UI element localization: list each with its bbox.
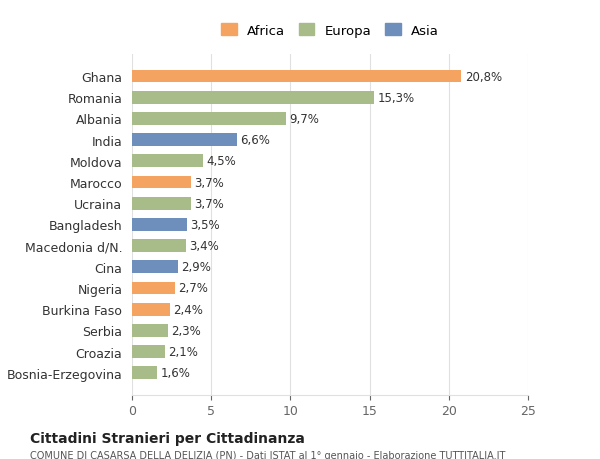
Text: 2,9%: 2,9% — [181, 261, 211, 274]
Text: 2,3%: 2,3% — [172, 324, 202, 337]
Bar — [132, 197, 191, 210]
Text: 3,7%: 3,7% — [194, 176, 224, 189]
Bar — [132, 71, 461, 83]
Text: 2,4%: 2,4% — [173, 303, 203, 316]
Bar — [132, 240, 186, 252]
Bar — [132, 282, 175, 295]
Text: 1,6%: 1,6% — [161, 366, 190, 380]
Text: 20,8%: 20,8% — [464, 70, 502, 84]
Text: 3,5%: 3,5% — [191, 218, 220, 231]
Text: 6,6%: 6,6% — [240, 134, 269, 147]
Text: 15,3%: 15,3% — [377, 91, 415, 105]
Legend: Africa, Europa, Asia: Africa, Europa, Asia — [214, 17, 446, 44]
Text: Cittadini Stranieri per Cittadinanza: Cittadini Stranieri per Cittadinanza — [30, 431, 305, 445]
Bar — [132, 92, 374, 104]
Bar — [132, 346, 165, 358]
Bar — [132, 325, 169, 337]
Bar — [132, 155, 203, 168]
Text: 9,7%: 9,7% — [289, 112, 319, 126]
Text: 3,4%: 3,4% — [189, 240, 219, 252]
Text: 2,7%: 2,7% — [178, 282, 208, 295]
Bar — [132, 134, 236, 147]
Text: 3,7%: 3,7% — [194, 197, 224, 210]
Bar — [132, 261, 178, 274]
Text: COMUNE DI CASARSA DELLA DELIZIA (PN) - Dati ISTAT al 1° gennaio - Elaborazione T: COMUNE DI CASARSA DELLA DELIZIA (PN) - D… — [30, 450, 505, 459]
Bar — [132, 113, 286, 125]
Text: 4,5%: 4,5% — [206, 155, 236, 168]
Bar — [132, 176, 191, 189]
Text: 2,1%: 2,1% — [169, 345, 199, 358]
Bar — [132, 218, 187, 231]
Bar — [132, 303, 170, 316]
Bar — [132, 367, 157, 379]
